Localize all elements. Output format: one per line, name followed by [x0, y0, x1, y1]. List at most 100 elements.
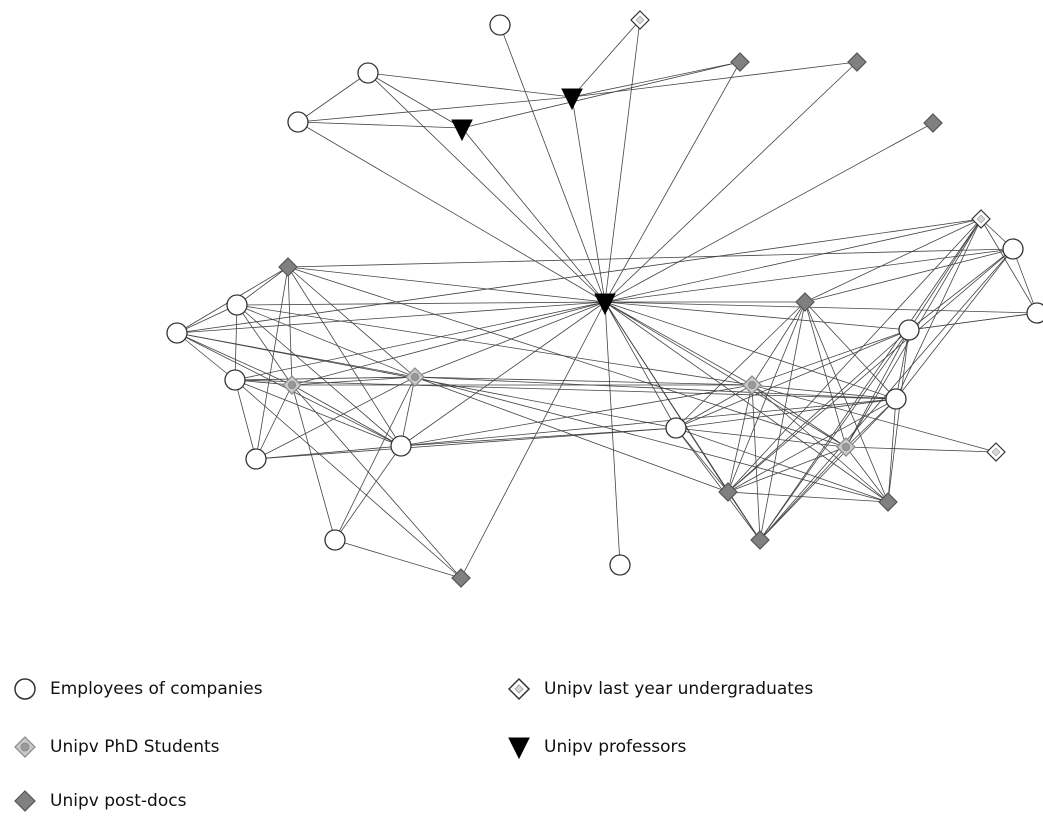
node-phd: [405, 367, 425, 387]
edge: [236, 304, 293, 386]
legend-phd: Unipv PhD Students: [12, 734, 220, 760]
node-employees: [898, 319, 920, 341]
legend-phd-label: Unipv PhD Students: [50, 737, 220, 757]
edge: [176, 218, 982, 334]
edge: [727, 248, 1014, 493]
edge: [255, 266, 289, 460]
edge: [297, 96, 573, 123]
edge: [604, 218, 982, 303]
triangle-down-icon: [508, 737, 530, 760]
edge: [499, 24, 606, 303]
edge: [727, 384, 753, 493]
node-phd: [836, 437, 856, 457]
edge: [291, 376, 416, 386]
edge: [751, 384, 997, 453]
node-phd: [742, 375, 762, 395]
node-professors: [561, 88, 583, 111]
edge: [845, 446, 889, 503]
edge: [236, 304, 753, 386]
edge: [334, 445, 402, 541]
edge: [604, 301, 897, 400]
legend-postdocs: Unipv post-docs: [12, 788, 186, 814]
edge: [176, 332, 293, 386]
edge: [334, 376, 416, 541]
edge: [367, 72, 606, 303]
edge: [895, 218, 982, 400]
edge: [887, 398, 897, 503]
edge: [234, 379, 462, 579]
edge: [297, 72, 369, 123]
edge: [287, 266, 416, 378]
edge: [1012, 248, 1038, 314]
edge: [727, 491, 761, 541]
edge: [234, 379, 402, 447]
node-professors: [451, 119, 473, 142]
edge: [675, 398, 897, 429]
edge: [414, 301, 606, 378]
edge: [845, 398, 897, 448]
edge: [675, 427, 761, 541]
edge: [604, 61, 858, 303]
edge: [236, 304, 402, 447]
legend-professors-label: Unipv professors: [544, 737, 687, 757]
edge: [176, 332, 677, 429]
edge: [287, 266, 293, 386]
edge: [751, 384, 889, 503]
edge: [571, 96, 606, 303]
node-undergrads: [971, 209, 991, 229]
edge: [236, 301, 606, 306]
edge: [727, 218, 982, 493]
legend-professors: Unipv professors: [506, 734, 686, 760]
edge: [604, 301, 677, 429]
legend-postdocs-label: Unipv post-docs: [50, 791, 187, 811]
node-postdocs: [451, 568, 471, 588]
circle-icon: [14, 678, 36, 700]
edge: [751, 384, 761, 541]
node-phd: [282, 375, 302, 395]
edge: [804, 248, 1014, 303]
edges: [176, 19, 1038, 579]
edge: [759, 398, 897, 541]
legend-undergrads-label: Unipv last year undergraduates: [544, 679, 814, 699]
edge: [604, 301, 1038, 314]
edge: [176, 304, 238, 334]
edge: [287, 266, 402, 447]
node-postdocs: [795, 292, 815, 312]
edge: [604, 301, 889, 503]
edge: [675, 301, 806, 429]
edge: [604, 61, 741, 303]
node-postdocs: [718, 482, 738, 502]
edge: [291, 384, 402, 447]
edge: [255, 427, 677, 460]
node-employees: [885, 388, 907, 410]
edge: [571, 61, 858, 98]
node-postdocs: [278, 257, 298, 277]
edge: [727, 329, 910, 493]
edge: [604, 19, 641, 303]
edge: [234, 379, 897, 400]
node-postdocs: [878, 492, 898, 512]
edge: [980, 218, 1038, 314]
edge: [176, 332, 236, 381]
edge: [908, 248, 1014, 331]
edge: [908, 312, 1038, 331]
edge: [727, 398, 897, 493]
network-diagram: [166, 10, 1043, 588]
edge: [759, 218, 982, 541]
edge: [604, 301, 847, 448]
edge: [234, 379, 257, 460]
edge: [400, 384, 753, 447]
edge: [675, 427, 729, 493]
edge: [234, 376, 416, 381]
diamond-icon: [507, 677, 531, 701]
edge: [604, 301, 753, 386]
node-employees: [1026, 302, 1043, 324]
nodes: [166, 10, 1043, 588]
edge: [895, 329, 910, 400]
node-undergrads: [986, 442, 1006, 462]
edge: [236, 304, 416, 378]
edge: [297, 121, 463, 129]
edge: [604, 122, 934, 303]
edge: [334, 539, 462, 579]
edge: [727, 491, 889, 503]
